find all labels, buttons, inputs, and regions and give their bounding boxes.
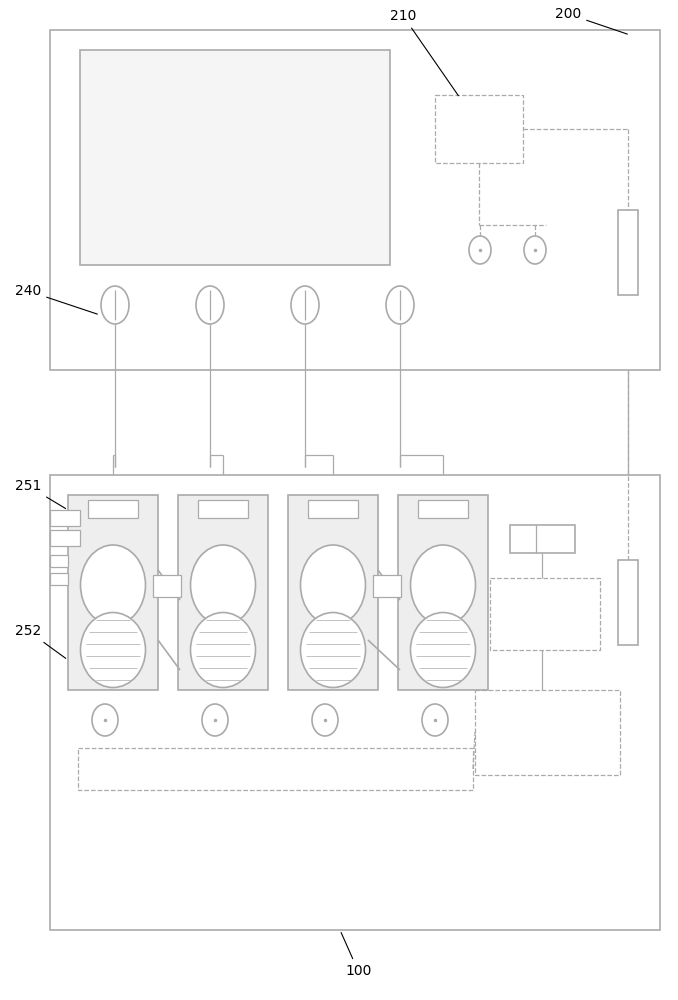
Bar <box>618 210 638 295</box>
Ellipse shape <box>300 545 365 625</box>
Bar <box>435 95 523 163</box>
Ellipse shape <box>191 545 256 625</box>
Ellipse shape <box>422 704 448 736</box>
Bar <box>50 555 68 567</box>
Bar <box>50 573 68 585</box>
Bar <box>50 30 660 370</box>
Text: 252: 252 <box>15 624 66 658</box>
Bar <box>50 530 80 546</box>
Bar <box>78 748 473 790</box>
Ellipse shape <box>291 286 319 324</box>
Bar <box>490 578 600 650</box>
Ellipse shape <box>202 704 228 736</box>
Bar <box>50 510 80 526</box>
Text: 240: 240 <box>15 284 98 314</box>
Bar <box>153 575 181 597</box>
Bar <box>80 50 390 265</box>
Bar <box>398 495 488 690</box>
Ellipse shape <box>191 612 256 688</box>
Text: 210: 210 <box>390 9 458 96</box>
Bar <box>618 560 638 645</box>
Ellipse shape <box>81 545 146 625</box>
Text: 251: 251 <box>15 479 66 509</box>
Bar <box>178 495 268 690</box>
Text: 100: 100 <box>341 933 372 978</box>
Ellipse shape <box>196 286 224 324</box>
Ellipse shape <box>386 286 414 324</box>
Ellipse shape <box>101 286 129 324</box>
Ellipse shape <box>410 612 475 688</box>
Ellipse shape <box>410 545 475 625</box>
Bar <box>288 495 378 690</box>
Bar <box>198 500 248 518</box>
Bar <box>510 525 575 553</box>
Bar <box>50 475 660 930</box>
Ellipse shape <box>81 612 146 688</box>
Bar <box>88 500 138 518</box>
Ellipse shape <box>469 236 491 264</box>
Bar <box>68 495 158 690</box>
Text: 200: 200 <box>555 7 627 34</box>
Ellipse shape <box>92 704 118 736</box>
Bar <box>418 500 468 518</box>
Ellipse shape <box>300 612 365 688</box>
Bar <box>475 690 620 775</box>
Bar <box>308 500 358 518</box>
Bar <box>373 575 401 597</box>
Ellipse shape <box>312 704 338 736</box>
Ellipse shape <box>524 236 546 264</box>
